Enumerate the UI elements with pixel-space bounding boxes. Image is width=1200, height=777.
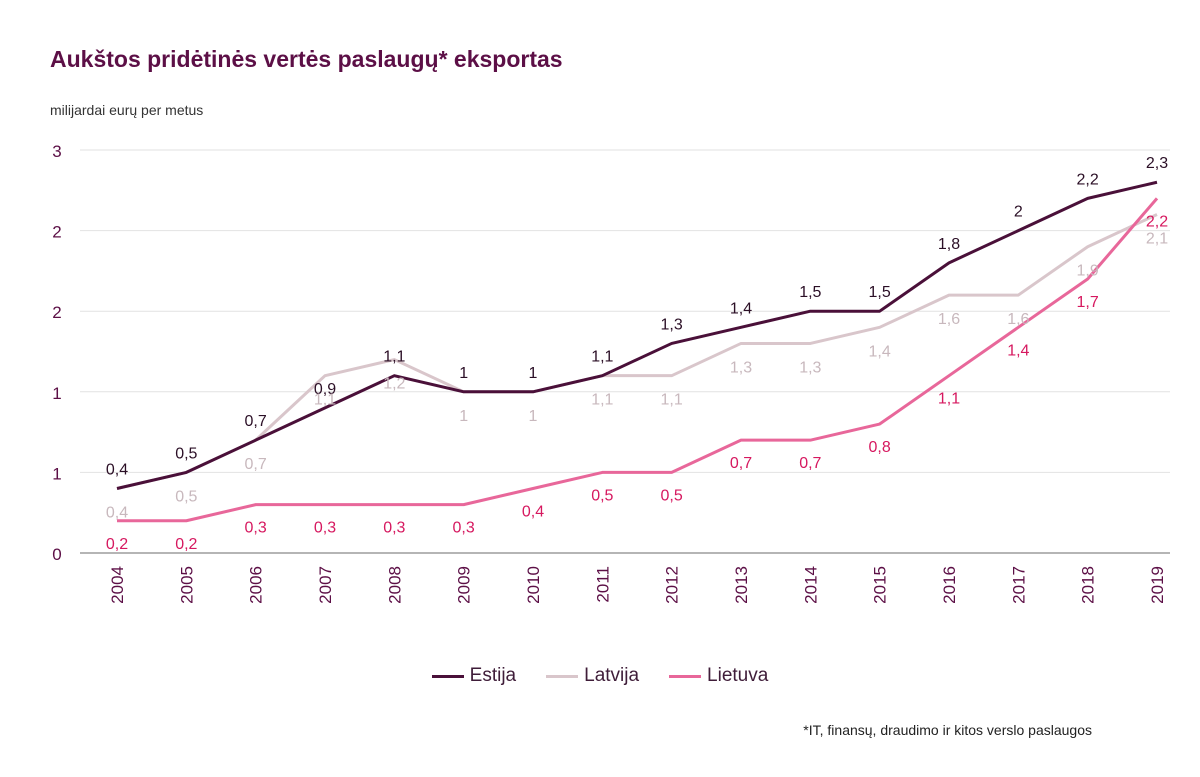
y-tick-label: 2	[52, 223, 61, 242]
legend-label-latvija: Latvija	[584, 665, 640, 686]
data-label-latvija: 1	[529, 408, 538, 425]
data-label-estija: 2,3	[1146, 155, 1168, 172]
data-label-estija: 0,9	[314, 381, 336, 398]
data-label-lietuva: 1,1	[938, 391, 960, 408]
data-label-estija: 0,5	[175, 445, 197, 462]
data-label-estija: 0,4	[106, 462, 128, 479]
footnote: *IT, finansų, draudimo ir kitos verslo p…	[803, 722, 1092, 738]
x-tick-label: 2008	[385, 566, 404, 604]
y-tick-label: 3	[52, 142, 61, 161]
data-label-estija: 0,7	[245, 413, 267, 430]
data-label-estija: 1,5	[799, 284, 821, 301]
data-label-latvija: 1,1	[591, 392, 613, 409]
data-label-lietuva: 0,2	[175, 536, 197, 553]
chart-title: Aukštos pridėtinės vertės paslaugų* eksp…	[50, 46, 563, 72]
x-tick-label: 2010	[524, 566, 543, 604]
data-label-estija: 1	[529, 365, 538, 382]
data-label-latvija: 0,4	[106, 505, 128, 522]
data-label-latvija: 1,1	[661, 392, 683, 409]
y-axis-unit-label: milijardai eurų per metus	[50, 102, 204, 118]
data-label-lietuva: 1,7	[1077, 294, 1099, 311]
y-tick-label: 0	[52, 545, 61, 564]
legend-swatch-lietuva	[669, 674, 702, 678]
x-tick-label: 2018	[1079, 566, 1098, 604]
y-tick-label: 1	[52, 384, 61, 403]
x-tick-label: 2017	[1009, 566, 1028, 604]
legend-item-estija: Estija	[431, 665, 517, 687]
data-label-latvija: 1,3	[799, 359, 821, 376]
data-label-latvija: 1,3	[730, 359, 752, 376]
x-tick-label: 2011	[593, 566, 612, 603]
data-label-latvija: 0,5	[175, 488, 197, 505]
data-label-lietuva: 0,7	[799, 455, 821, 472]
data-label-lietuva: 0,7	[730, 455, 752, 472]
data-label-estija: 2	[1014, 204, 1023, 221]
legend-swatch-latvija	[546, 674, 579, 678]
data-label-estija: 1	[459, 365, 468, 382]
data-label-latvija: 1,6	[938, 311, 960, 328]
y-tick-labels: 0 1 1 2 2 3	[52, 142, 61, 564]
data-label-latvija: 1,6	[1007, 311, 1029, 328]
x-tick-label: 2006	[247, 566, 266, 604]
x-tick-labels: 2004 2005 2006 2007 2008 2009 2010 2011 2012 2013…	[108, 566, 1167, 604]
data-label-estija: 1,3	[661, 316, 683, 333]
data-label-lietuva: 0,3	[383, 520, 405, 537]
legend-label-estija: Estija	[469, 665, 517, 686]
x-tick-label: 2009	[455, 566, 474, 604]
x-tick-label: 2019	[1148, 566, 1167, 604]
series-line-lietuva	[117, 197, 1159, 523]
data-label-latvija: 1,1	[314, 392, 336, 409]
data-label-lietuva: 0,3	[314, 520, 336, 537]
series-line-latvija	[116, 213, 1158, 490]
data-label-latvija: 1,4	[869, 343, 891, 360]
legend-item-latvija: Latvija	[546, 665, 639, 687]
data-label-latvija: 1,9	[1077, 263, 1099, 280]
x-tick-label: 2012	[663, 566, 682, 604]
x-tick-label: 2007	[316, 566, 335, 604]
series-line-estija	[116, 180, 1158, 490]
data-label-latvija: 0,7	[245, 456, 267, 473]
legend-item-lietuva: Lietuva	[669, 665, 768, 687]
data-label-estija: 1,1	[591, 349, 613, 366]
data-label-estija: 1,5	[869, 284, 891, 301]
data-label-lietuva: 0,3	[245, 520, 267, 537]
data-label-lietuva: 2,2	[1146, 213, 1168, 230]
data-labels: 0,40,50,70,91,11 11,11,31,41,5 1,51,822,22…	[106, 155, 1168, 553]
data-label-lietuva: 0,5	[661, 487, 683, 504]
y-tick-label: 1	[52, 464, 61, 483]
x-tick-label: 2004	[108, 566, 127, 604]
x-tick-label: 2013	[732, 566, 751, 604]
x-tick-label: 2005	[177, 566, 196, 604]
x-tick-label: 2014	[801, 566, 820, 604]
data-label-lietuva: 0,4	[522, 504, 544, 521]
x-tick-label: 2015	[871, 566, 890, 604]
data-label-lietuva: 1,4	[1007, 342, 1029, 359]
data-label-latvija: 1,2	[383, 376, 405, 393]
data-label-latvija: 2,1	[1146, 230, 1168, 247]
legend-swatch-estija	[431, 674, 464, 678]
data-label-latvija: 1	[459, 408, 468, 425]
data-label-lietuva: 0,8	[869, 439, 891, 456]
series-lines	[116, 180, 1159, 523]
data-label-lietuva: 0,3	[453, 520, 475, 537]
data-label-lietuva: 0,5	[591, 487, 613, 504]
legend-label-lietuva: Lietuva	[707, 665, 769, 686]
data-label-estija: 1,1	[383, 349, 405, 366]
data-label-estija: 2,2	[1077, 171, 1099, 188]
data-label-estija: 1,4	[730, 300, 752, 317]
data-label-estija: 1,8	[938, 236, 960, 253]
y-tick-label: 2	[52, 303, 61, 322]
legend: Estija Latvija Lietuva	[0, 665, 1200, 687]
data-label-lietuva: 0,2	[106, 536, 128, 553]
x-tick-label: 2016	[940, 566, 959, 604]
